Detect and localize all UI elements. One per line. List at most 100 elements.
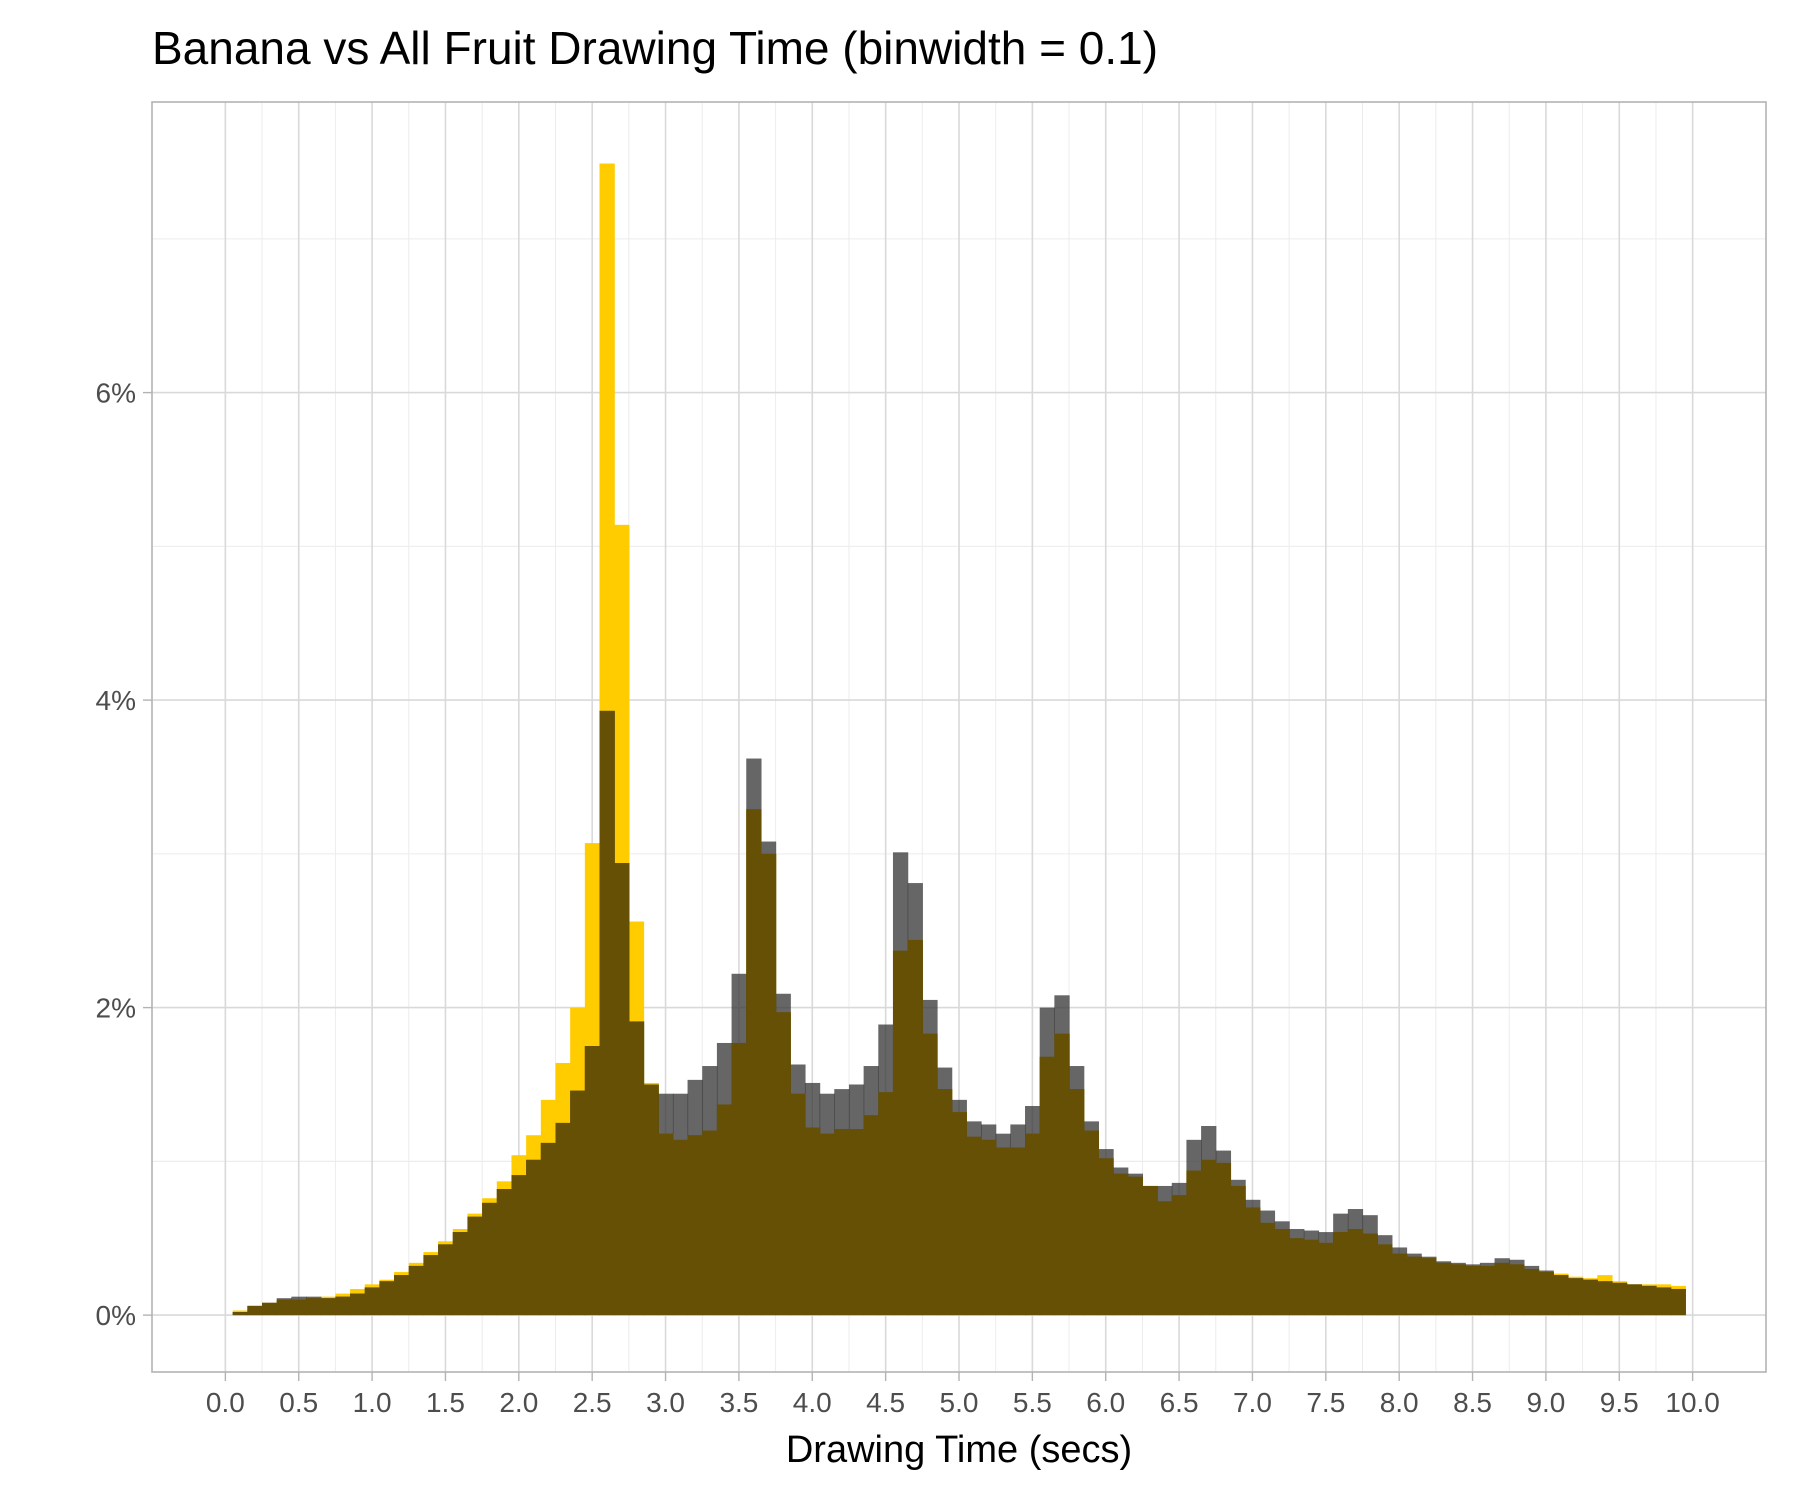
overlap-bar — [1142, 1185, 1158, 1316]
overlap-bar — [863, 1115, 879, 1316]
overlap-bar — [320, 1298, 337, 1316]
overlap-bar — [1259, 1222, 1276, 1316]
x-tick-label: 3.5 — [719, 1387, 758, 1418]
overlap-bar — [526, 1159, 542, 1316]
x-axis: 0.0 0.5 1.0 1.5 2.0 2.5 3.0 3.5 4.0 4.5 5.0 5.5 6.0 6… — [206, 1372, 1720, 1418]
overlap-bar — [848, 1129, 865, 1316]
overlap-bar — [276, 1299, 292, 1316]
overlap-bar — [834, 1129, 850, 1316]
overlap-bar — [1039, 1056, 1055, 1316]
overlap-bar — [1157, 1201, 1173, 1316]
overlap-bar — [1362, 1233, 1378, 1316]
overlap-bar — [1670, 1288, 1686, 1316]
overlap-bar — [892, 950, 909, 1316]
overlap-bar — [1274, 1229, 1290, 1316]
overlap-bar — [1597, 1281, 1613, 1316]
x-tick-label: 0.0 — [206, 1387, 245, 1418]
overlap-bar — [687, 1135, 703, 1316]
overlap-bar — [1201, 1159, 1217, 1316]
overlap-bar — [819, 1133, 835, 1316]
overlap-bar — [570, 1090, 586, 1316]
overlap-bar — [995, 1147, 1011, 1316]
overlap-bar — [878, 1092, 894, 1316]
overlap-bar — [1523, 1268, 1540, 1316]
x-tick-label: 0.5 — [279, 1387, 318, 1418]
y-tick-label: 4% — [96, 685, 136, 716]
x-tick-label: 7.0 — [1233, 1387, 1272, 1418]
overlap-bar — [1655, 1287, 1672, 1316]
overlap-bar — [922, 1033, 938, 1316]
x-tick-label: 4.5 — [866, 1387, 905, 1418]
overlap-bar — [540, 1142, 557, 1316]
overlap-bar — [1391, 1253, 1408, 1316]
overlap-bar — [804, 1127, 821, 1316]
overlap-bar — [628, 1021, 645, 1316]
overlap-bar — [1347, 1229, 1364, 1316]
overlap-bar — [555, 1122, 571, 1316]
x-tick-label: 6.0 — [1086, 1387, 1125, 1418]
overlap-bar — [702, 1130, 718, 1316]
overlap-bar — [335, 1296, 351, 1316]
x-tick-label: 9.0 — [1526, 1387, 1565, 1418]
x-tick-label: 2.5 — [573, 1387, 612, 1418]
overlap-bar — [1171, 1195, 1188, 1316]
x-tick-label: 6.5 — [1160, 1387, 1199, 1418]
overlap-bar — [966, 1136, 982, 1316]
overlap-bar — [1010, 1147, 1026, 1316]
y-tick-label: 0% — [96, 1300, 136, 1331]
overlap-bar — [1626, 1284, 1642, 1316]
overlap-bar — [247, 1305, 263, 1316]
x-tick-label: 8.5 — [1453, 1387, 1492, 1418]
overlap-bar — [1113, 1173, 1129, 1316]
overlap-bar — [1553, 1275, 1569, 1316]
overlap-bar — [1538, 1272, 1554, 1316]
overlap-bar — [672, 1139, 689, 1316]
overlap-bar — [262, 1302, 278, 1316]
x-tick-label: 2.0 — [499, 1387, 538, 1418]
x-tick-label: 4.0 — [793, 1387, 832, 1418]
overlap-bar — [746, 809, 762, 1316]
overlap-bar — [1098, 1158, 1114, 1316]
overlap-bar — [584, 1046, 601, 1316]
overlap-bar — [379, 1281, 395, 1316]
x-tick-label: 1.5 — [426, 1387, 465, 1418]
overlap-bar — [643, 1084, 659, 1316]
chart-title: Banana vs All Fruit Drawing Time (binwid… — [152, 22, 1158, 74]
overlap-bar — [1186, 1170, 1202, 1316]
overlap-bar — [364, 1287, 381, 1316]
overlap-bar — [423, 1255, 439, 1316]
overlap-bar — [1641, 1285, 1657, 1316]
overlap-bar — [291, 1299, 307, 1316]
overlap-bar — [467, 1216, 483, 1316]
overlap-bar — [1406, 1256, 1422, 1316]
overlap-bar — [790, 1093, 806, 1316]
overlap-bar — [1069, 1089, 1085, 1316]
overlap-bar — [408, 1265, 425, 1316]
overlap-series — [232, 710, 1686, 1316]
overlap-bar — [1245, 1207, 1261, 1316]
overlap-bar — [1215, 1162, 1232, 1316]
overlap-bar — [1465, 1265, 1481, 1316]
overlap-bar — [496, 1189, 513, 1316]
overlap-bar — [1435, 1262, 1452, 1316]
overlap-bar — [350, 1293, 366, 1316]
overlap-bar — [1450, 1264, 1466, 1316]
overlap-bar — [599, 710, 615, 1316]
overlap-bar — [452, 1232, 469, 1316]
overlap-bar — [1289, 1238, 1305, 1316]
overlap-bar — [658, 1133, 674, 1316]
overlap-bar — [1054, 1033, 1070, 1316]
x-tick-label: 5.0 — [940, 1387, 979, 1418]
overlap-bar — [907, 939, 923, 1316]
x-tick-label: 10.0 — [1665, 1387, 1720, 1418]
x-tick-label: 3.0 — [646, 1387, 685, 1418]
overlap-bar — [1611, 1282, 1628, 1316]
overlap-bar — [1421, 1258, 1437, 1316]
overlap-bar — [951, 1112, 967, 1316]
overlap-bar — [760, 853, 777, 1316]
overlap-bar — [232, 1312, 248, 1316]
overlap-bar — [1333, 1232, 1349, 1316]
overlap-bar — [775, 1012, 791, 1316]
